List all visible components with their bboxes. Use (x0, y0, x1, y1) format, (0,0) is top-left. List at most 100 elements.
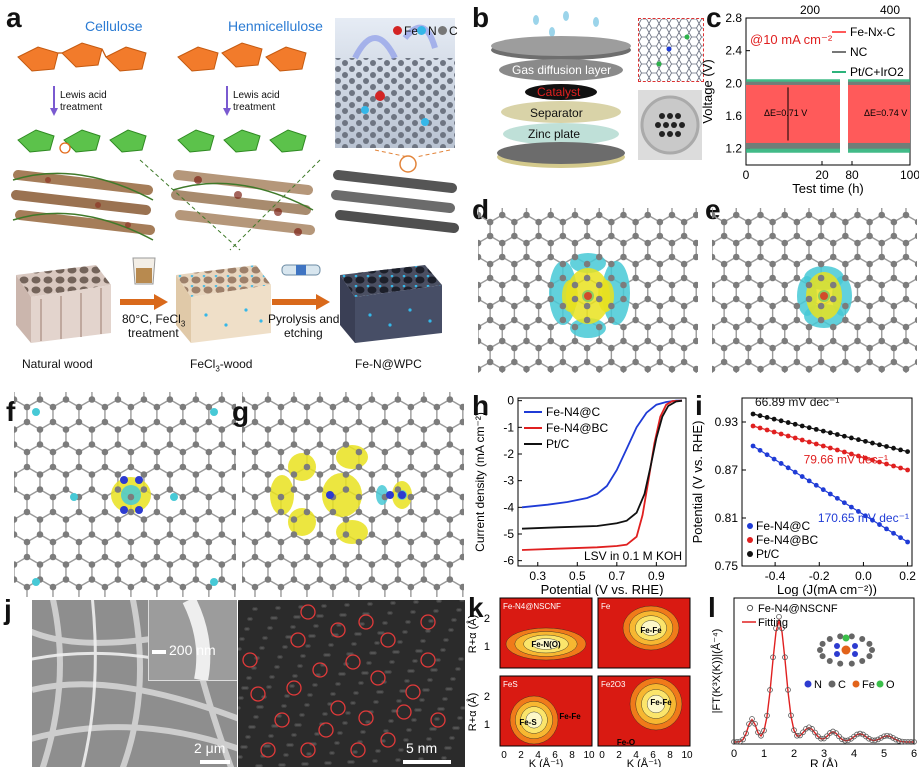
carbon-atom (817, 260, 825, 268)
carbon-atom (407, 553, 415, 561)
lattice-dot (312, 683, 316, 687)
data-point (818, 735, 824, 742)
data-point (809, 726, 815, 732)
carbon-atom (757, 337, 764, 345)
carbon-atom (902, 323, 910, 331)
carbon-atom (781, 253, 789, 261)
data-point (881, 733, 887, 740)
carbon-atom (381, 403, 389, 411)
carbon-atom (75, 538, 83, 546)
carbon-atom (420, 531, 428, 538)
data-point (749, 716, 755, 722)
carbon-atom (692, 365, 698, 373)
lattice-dot (247, 617, 251, 621)
x-tick-label: 0 (501, 750, 507, 761)
lattice-dot (443, 638, 447, 642)
charge-density-map-g (242, 392, 464, 597)
lattice-dot (269, 675, 273, 679)
carbon-atom (14, 426, 18, 433)
carbon-atom (498, 239, 506, 247)
carbon-atom (732, 239, 740, 247)
y-tick-label: -6 (503, 554, 514, 568)
plot-frame (741, 397, 913, 567)
fe-n-c-atomic-model (335, 18, 455, 148)
carbon-atom (140, 576, 148, 583)
charge-density-map-d (478, 208, 698, 373)
carbon-atom (902, 239, 910, 247)
data-point (799, 437, 805, 443)
data-point (899, 738, 905, 745)
data-point (778, 461, 784, 466)
carbon-atom (583, 302, 591, 310)
data-point (841, 500, 847, 506)
lattice-dot (402, 630, 406, 634)
carbon-atom (559, 274, 567, 282)
atom-legend-label: Fe (862, 679, 875, 691)
carbon-atom (368, 516, 376, 523)
carbon-atom (179, 463, 187, 471)
y-tick-label: 2.0 (725, 76, 742, 90)
carbon-atom (407, 538, 415, 546)
carbon-atom (342, 471, 350, 478)
carbon-atom (745, 316, 752, 324)
carbon-atom (680, 316, 688, 324)
caption-fecl3-text: FeCl (190, 357, 216, 371)
legend-marker (747, 551, 753, 557)
lattice-dot (404, 679, 408, 683)
carbon-atom (251, 583, 259, 591)
carbon-atom (914, 232, 917, 240)
wood-fiber-bundle-1 (8, 150, 158, 250)
single-atom-circle (380, 732, 396, 748)
carbon-atom (290, 576, 298, 583)
caption-wood-text: -wood (219, 357, 253, 371)
carbon-atom (277, 538, 285, 546)
wt-contour (532, 638, 560, 650)
x-tick-label: 0 (599, 750, 605, 761)
panel-label-e: e (705, 194, 721, 225)
carbon-atom (829, 295, 837, 303)
dopant-atom (398, 491, 406, 499)
nitrogen-atom (852, 643, 858, 649)
lattice-dot (299, 713, 303, 717)
lattice-dot (262, 636, 266, 640)
carbon-atom (114, 441, 122, 448)
lattice-dot (435, 658, 439, 662)
carbon-atom (23, 493, 31, 501)
carbon-atom (114, 531, 122, 538)
carbon-atom (745, 232, 752, 240)
data-point (878, 735, 884, 741)
lattice-dot (441, 756, 445, 760)
panel-label-h: h (472, 390, 490, 421)
data-point (794, 732, 800, 739)
carbon-atom (745, 358, 752, 366)
single-atom-circle (286, 680, 302, 696)
carbon-atom (608, 232, 615, 240)
panel-label-g: g (232, 396, 250, 427)
carbon-atom (127, 538, 135, 546)
x-tick-label: 0.2 (899, 569, 916, 583)
carbon-atom (14, 516, 18, 523)
carbon-atom (656, 316, 664, 324)
carbon-atom (595, 211, 603, 219)
carbon-atom (381, 583, 389, 591)
carbon-atom (478, 239, 482, 247)
carbon-atom (890, 344, 898, 352)
carbon-atom (486, 302, 494, 310)
panel-label-k: k (468, 592, 484, 623)
carbon-atom (303, 418, 311, 426)
lattice-dot (321, 604, 325, 608)
carbon-atom (692, 253, 698, 261)
carbon-atom (608, 274, 615, 282)
wt-peak-label: Fe-Fe (559, 712, 581, 721)
carbon-atom (668, 295, 676, 303)
carbon-atom (303, 553, 311, 561)
carbon-atom (793, 316, 801, 324)
carbon-atom (826, 636, 833, 643)
carbon-atom (179, 508, 187, 516)
scale-label-200nm: 200 nm (169, 642, 216, 658)
caption-fecl3-sub: 3 (215, 364, 220, 374)
carbon-atom (342, 486, 350, 493)
lattice-dot (244, 627, 248, 631)
carbon-atom (829, 365, 837, 373)
data-point (764, 427, 770, 433)
